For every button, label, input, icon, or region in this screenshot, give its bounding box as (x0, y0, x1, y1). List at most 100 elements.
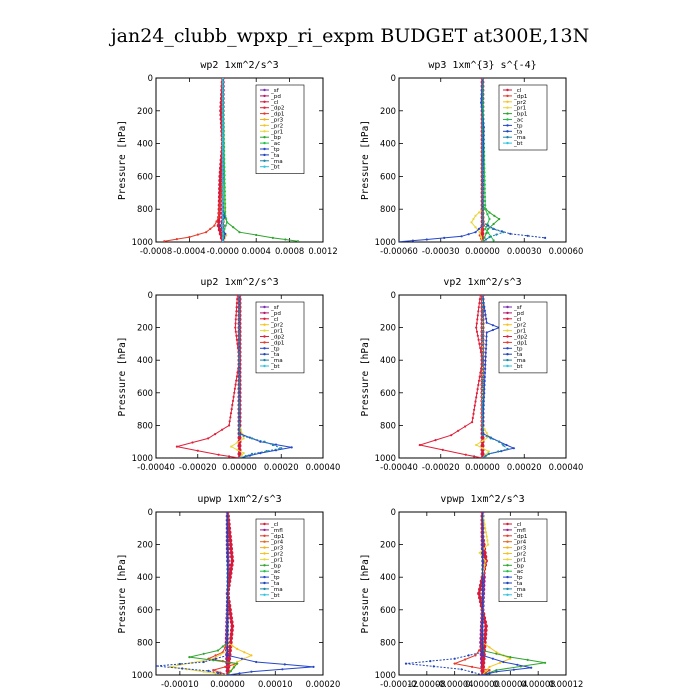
y-tick-label: 200 (380, 323, 396, 333)
series-marker-ma (238, 368, 241, 371)
series-marker-dp2 (477, 310, 480, 313)
legend-entry: _tp (270, 147, 280, 153)
series-marker-pr1 (219, 653, 222, 656)
series-marker-ta (226, 592, 229, 596)
series-marker-pr1 (472, 217, 475, 221)
legend-entry: _dp2 (513, 335, 527, 341)
series-marker-tp (481, 629, 484, 633)
series-marker-ma (481, 314, 484, 317)
legend-marker (263, 112, 266, 115)
series-marker-tp (283, 663, 286, 666)
series-marker-ac (224, 206, 227, 209)
series-marker-ma (481, 302, 484, 305)
y-tick-label: 800 (380, 637, 396, 647)
series-marker-ma (481, 117, 484, 121)
series-marker-pr1 (486, 539, 489, 542)
plot-frame (155, 77, 324, 243)
series-marker-ta (226, 609, 229, 612)
series-marker-pr1 (470, 221, 473, 224)
y-tick-label: 1000 (375, 670, 396, 680)
panel-title: vp2 1xm^2/s^3 (443, 277, 521, 288)
series-marker-tp (481, 646, 484, 649)
series-marker-pr2 (509, 657, 512, 660)
series-marker-ma (481, 142, 484, 145)
series-marker-ma (489, 437, 492, 440)
series-marker-tp (223, 216, 226, 219)
y-tick-label: 200 (137, 323, 153, 333)
series-marker-cl (230, 628, 234, 633)
series-marker-bt (221, 113, 224, 116)
x-tick-label: -0.0004 (173, 246, 205, 256)
series-marker-cl (480, 435, 485, 440)
series-marker-pr1 (484, 559, 487, 563)
series-marker-ac (225, 217, 228, 221)
x-tick-label: 0.00060 (549, 246, 584, 256)
series-marker-ta (226, 519, 229, 522)
y-tick-label: 800 (137, 637, 153, 647)
legend-marker (263, 575, 266, 579)
series-marker-ta (226, 580, 229, 583)
legend-marker (263, 147, 266, 151)
series-marker-cl (228, 575, 232, 580)
series-marker-ma (495, 233, 498, 236)
x-tick-label: 0.00000 (465, 246, 500, 256)
series-marker-ta (226, 568, 229, 571)
series-marker-bt (221, 171, 224, 174)
series-marker-dp2 (475, 396, 478, 399)
series-marker-bt (221, 78, 224, 80)
legend-marker (506, 581, 509, 585)
series-marker-ma (481, 372, 484, 375)
series-marker-ma (481, 212, 484, 215)
series-marker-ma (238, 430, 241, 433)
series-marker-ma (481, 409, 484, 412)
series-marker-pr1 (481, 439, 484, 442)
series-marker-ma (481, 364, 484, 367)
legend-marker (506, 94, 509, 98)
series-marker-bp1 (488, 211, 491, 214)
y-tick-label: 600 (137, 388, 153, 398)
series-marker-cl (483, 636, 487, 641)
series-marker-dp1 (224, 665, 227, 669)
legend-box (255, 84, 305, 174)
series-marker-ac (224, 202, 227, 205)
legend-entry: _bt (270, 364, 280, 370)
series-marker-tp (238, 672, 241, 675)
series-marker-bt (221, 109, 224, 112)
series-marker-ta (526, 234, 529, 237)
series-marker-ac (483, 195, 487, 198)
x-tick-label: 0.00000 (210, 679, 245, 689)
legend-marker (263, 587, 266, 591)
series-marker-tp (488, 672, 491, 675)
series-marker-ta (226, 527, 229, 530)
legend-marker (263, 317, 266, 320)
legend-entry: _dp1 (270, 112, 285, 118)
series-marker-dp2 (473, 404, 476, 407)
legend-marker (263, 534, 266, 537)
legend-entry: _pr1 (270, 557, 284, 563)
series-marker-ma (481, 326, 484, 330)
series-marker-ma (488, 236, 491, 239)
series-marker-bt (221, 126, 224, 129)
series-marker-tp (274, 443, 278, 446)
series-marker-cl (227, 656, 232, 661)
series-marker-dp2 (228, 424, 231, 427)
legend-entry: _dp1 (513, 534, 528, 540)
legend-entry: _ta (513, 129, 522, 135)
legend-entry: _pd (513, 311, 524, 317)
series-marker-pr1 (474, 214, 477, 217)
series-marker-ma (498, 440, 501, 443)
series-marker-tp (484, 313, 487, 316)
legend-entry: _ta (270, 153, 279, 159)
series-marker-bp (229, 670, 232, 673)
series-marker-ma (238, 392, 241, 396)
series-line-dp2 (417, 295, 484, 458)
series-marker-tp (481, 547, 484, 551)
series-marker-pr1 (477, 211, 481, 214)
legend-entry: _dp2 (270, 106, 284, 112)
series-marker-ma (481, 380, 484, 383)
series-marker-dp2 (418, 443, 421, 447)
series-marker-ma (263, 440, 266, 443)
series-marker-dp2 (235, 375, 238, 378)
series-marker-dp1 (217, 212, 221, 215)
series-marker-ma (481, 105, 484, 108)
